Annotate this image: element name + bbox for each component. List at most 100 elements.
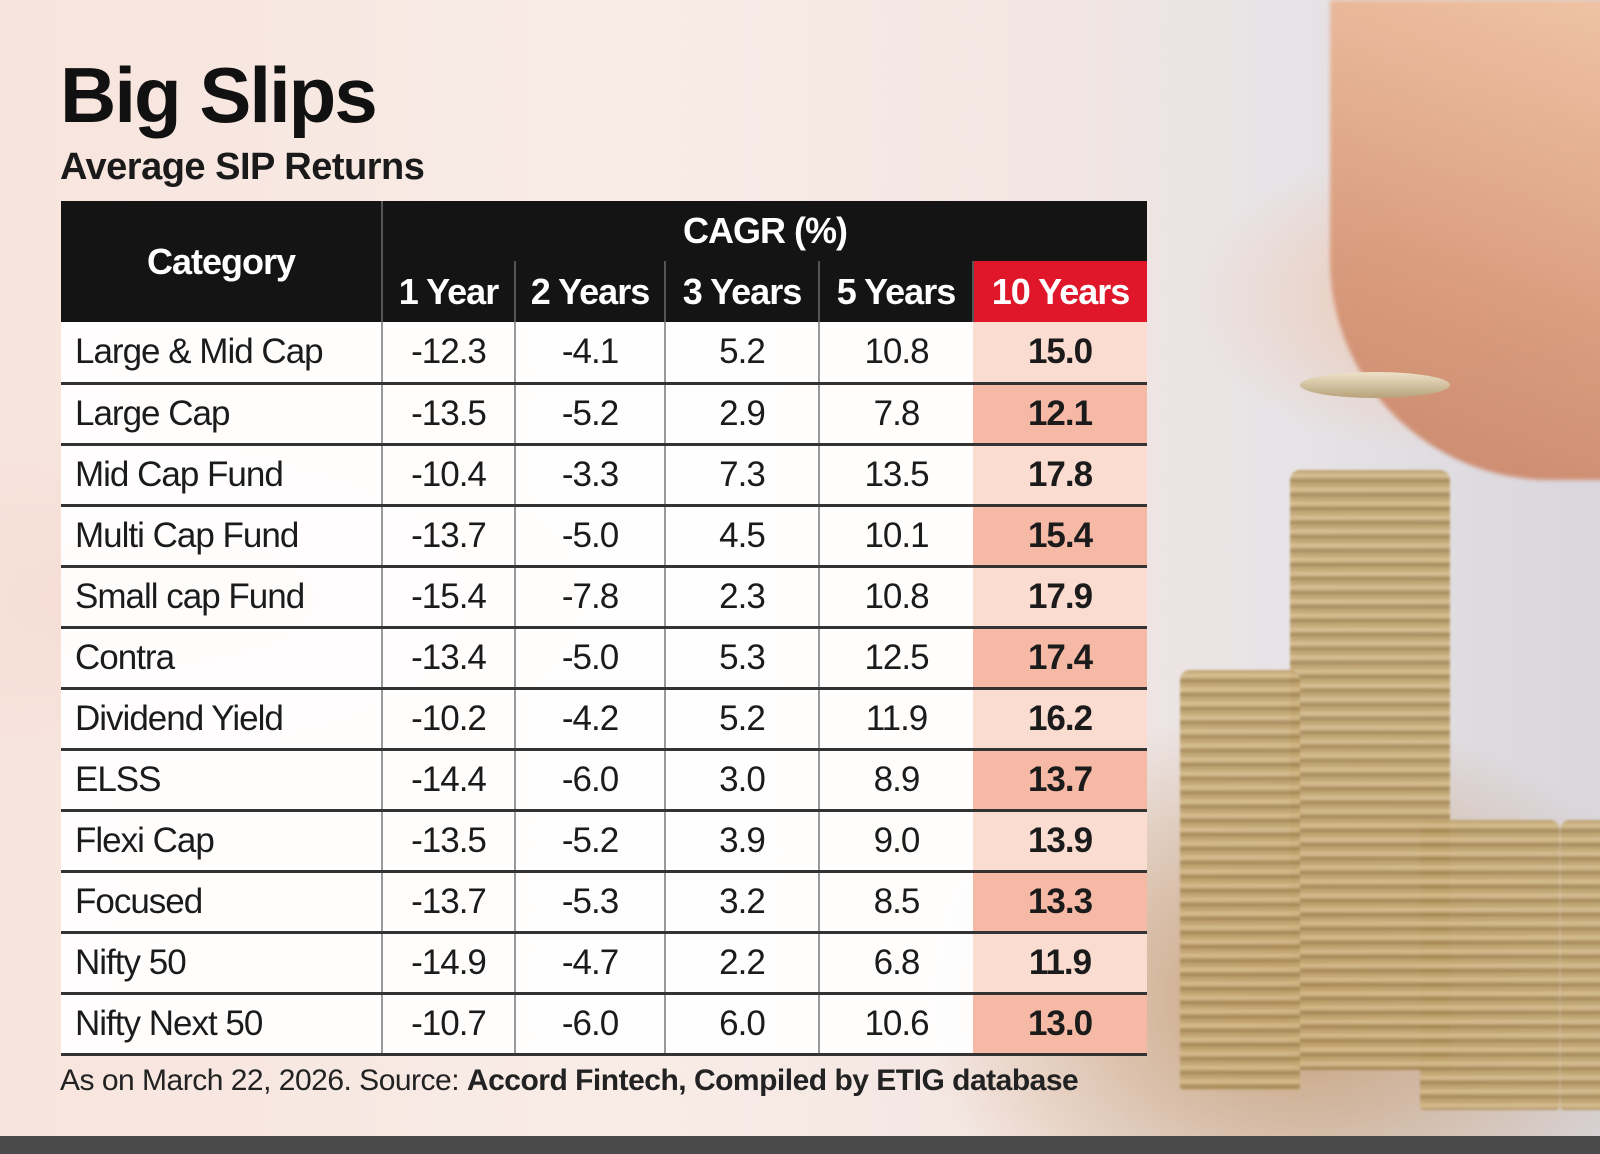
value-cell: -5.0	[514, 505, 665, 568]
value-cell: 6.0	[664, 993, 819, 1056]
value-cell: 12.5	[818, 627, 973, 690]
category-cell: Multi Cap Fund	[61, 505, 382, 568]
category-cell: Mid Cap Fund	[61, 444, 382, 507]
value-cell: 4.5	[664, 505, 819, 568]
value-cell: -7.8	[514, 566, 665, 629]
value-cell: 17.4	[973, 627, 1148, 690]
value-cell: 13.3	[973, 871, 1148, 934]
category-cell: Contra	[61, 627, 382, 690]
value-cell: 10.8	[818, 566, 973, 629]
table-row: Focused -13.7 -5.3 3.2 8.5 13.3	[61, 871, 1148, 934]
value-cell: 3.9	[664, 810, 819, 873]
value-cell: -13.4	[381, 627, 515, 690]
value-cell: -14.4	[381, 749, 515, 812]
value-cell: 9.0	[818, 810, 973, 873]
value-cell: -4.2	[514, 688, 665, 751]
value-cell: 15.4	[973, 505, 1148, 568]
value-cell: -13.7	[381, 505, 515, 568]
category-cell: ELSS	[61, 749, 382, 812]
footnote: As on March 22, 2026. Source: Accord Fin…	[60, 1064, 1079, 1098]
value-cell: 7.3	[664, 444, 819, 507]
category-cell: Large & Mid Cap	[61, 322, 382, 385]
category-cell: Small cap Fund	[61, 566, 382, 629]
page-subtitle: Average SIP Returns	[60, 146, 425, 188]
value-cell: -4.1	[514, 322, 665, 385]
value-cell: -15.4	[381, 566, 515, 629]
value-cell: -3.3	[514, 444, 665, 507]
header-column: 1 Year	[381, 261, 515, 322]
category-cell: Nifty Next 50	[61, 993, 382, 1056]
header-column: 2 Years	[514, 261, 665, 322]
value-cell: -12.3	[381, 322, 515, 385]
bottom-bar	[0, 1136, 1600, 1154]
table-row: Dividend Yield -10.2 -4.2 5.2 11.9 16.2	[61, 688, 1148, 751]
table-row: Nifty 50 -14.9 -4.7 2.2 6.8 11.9	[61, 932, 1148, 995]
table-row: Flexi Cap -13.5 -5.2 3.9 9.0 13.9	[61, 810, 1148, 873]
value-cell: 10.8	[818, 322, 973, 385]
value-cell: 13.7	[973, 749, 1148, 812]
value-cell: -10.7	[381, 993, 515, 1056]
value-cell: 2.2	[664, 932, 819, 995]
value-cell: 3.0	[664, 749, 819, 812]
value-cell: 5.3	[664, 627, 819, 690]
category-cell: Flexi Cap	[61, 810, 382, 873]
value-cell: 13.9	[973, 810, 1148, 873]
value-cell: -13.5	[381, 383, 515, 446]
value-cell: -13.7	[381, 871, 515, 934]
header-column: 10 Years	[971, 261, 1148, 322]
table-row: Mid Cap Fund -10.4 -3.3 7.3 13.5 17.8	[61, 444, 1148, 507]
value-cell: 8.9	[818, 749, 973, 812]
table-row: Nifty Next 50 -10.7 -6.0 6.0 10.6 13.0	[61, 993, 1148, 1056]
value-cell: 17.9	[973, 566, 1148, 629]
sip-returns-table: Category CAGR (%) 1 Year 2 Years 3 Years 5 …	[61, 201, 1148, 1056]
value-cell: 2.9	[664, 383, 819, 446]
value-cell: 7.8	[818, 383, 973, 446]
value-cell: 11.9	[818, 688, 973, 751]
value-cell: -5.0	[514, 627, 665, 690]
value-cell: 6.8	[818, 932, 973, 995]
value-cell: 3.2	[664, 871, 819, 934]
footnote-source: Accord Fintech, Compiled by ETIG databas…	[466, 1064, 1079, 1097]
value-cell: -14.9	[381, 932, 515, 995]
category-cell: Large Cap	[61, 383, 382, 446]
table-row: Multi Cap Fund -13.7 -5.0 4.5 10.1 15.4	[61, 505, 1148, 568]
value-cell: -5.2	[514, 383, 665, 446]
value-cell: 13.0	[973, 993, 1148, 1056]
value-cell: -5.2	[514, 810, 665, 873]
value-cell: -10.4	[381, 444, 515, 507]
coin-image	[1300, 372, 1450, 398]
page-title: Big Slips	[60, 51, 378, 139]
value-cell: 12.1	[973, 383, 1148, 446]
table-row: Contra -13.4 -5.0 5.3 12.5 17.4	[61, 627, 1148, 690]
value-cell: 10.6	[818, 993, 973, 1056]
value-cell: -10.2	[381, 688, 515, 751]
value-cell: 17.8	[973, 444, 1148, 507]
value-cell: -5.3	[514, 871, 665, 934]
coin-stack-image	[1420, 820, 1560, 1110]
table-row: ELSS -14.4 -6.0 3.0 8.9 13.7	[61, 749, 1148, 812]
value-cell: 11.9	[973, 932, 1148, 995]
value-cell: -6.0	[514, 993, 665, 1056]
value-cell: 10.1	[818, 505, 973, 568]
value-cell: 8.5	[818, 871, 973, 934]
value-cell: 2.3	[664, 566, 819, 629]
value-cell: 16.2	[973, 688, 1148, 751]
value-cell: -4.7	[514, 932, 665, 995]
header-column: 5 Years	[818, 261, 973, 322]
value-cell: -6.0	[514, 749, 665, 812]
header-cagr: CAGR (%)	[380, 201, 1148, 261]
value-cell: 13.5	[818, 444, 973, 507]
coin-stack-image	[1180, 670, 1300, 1090]
category-cell: Focused	[61, 871, 382, 934]
header-column: 3 Years	[664, 261, 819, 322]
value-cell: 15.0	[973, 322, 1148, 385]
category-cell: Nifty 50	[61, 932, 382, 995]
table-row: Large Cap -13.5 -5.2 2.9 7.8 12.1	[61, 383, 1148, 446]
value-cell: 5.2	[664, 322, 819, 385]
table-row: Large & Mid Cap -12.3 -4.1 5.2 10.8 15.0	[61, 322, 1148, 385]
footnote-date: As on March 22, 2026. Source:	[60, 1064, 467, 1097]
coin-stack-image	[1560, 820, 1600, 1110]
header-category: Category	[61, 201, 382, 322]
value-cell: 5.2	[664, 688, 819, 751]
category-cell: Dividend Yield	[61, 688, 382, 751]
